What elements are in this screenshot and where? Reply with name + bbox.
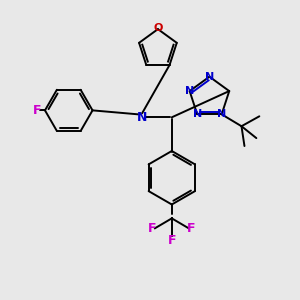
Text: F: F [167, 234, 176, 247]
Text: N: N [137, 111, 147, 124]
Text: F: F [33, 104, 41, 117]
Text: N: N [193, 109, 202, 119]
Text: F: F [148, 222, 156, 235]
Text: N: N [205, 72, 214, 82]
Text: N: N [217, 109, 226, 119]
Text: O: O [153, 23, 163, 33]
Text: F: F [188, 222, 196, 235]
Text: N: N [185, 86, 194, 96]
